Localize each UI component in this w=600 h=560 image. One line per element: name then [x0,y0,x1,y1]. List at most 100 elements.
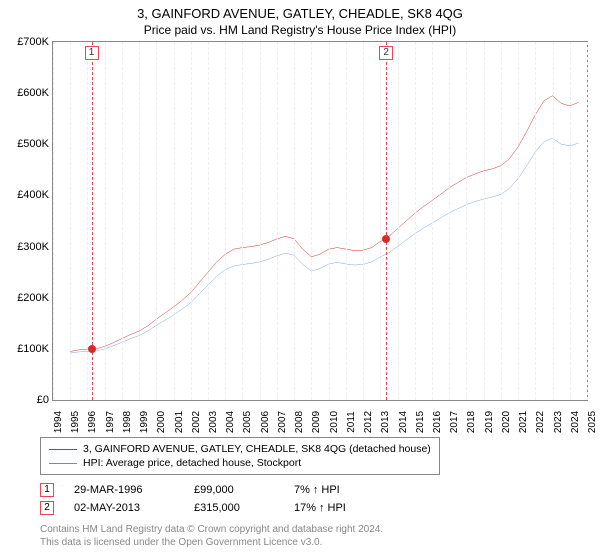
y-tick-label: £600K [17,87,49,99]
y-tick-label: £200K [17,292,49,304]
gridline-v [535,42,536,400]
gridline-v [208,42,209,400]
gridline-v [105,42,106,400]
x-tick-label: 1994 [53,411,64,433]
legend-label: 3, GAINFORD AVENUE, GATLEY, CHEADLE, SK8… [83,443,431,455]
legend-item: 3, GAINFORD AVENUE, GATLEY, CHEADLE, SK8… [49,442,431,456]
gridline-v [398,42,399,400]
x-tick-label: 1999 [139,411,150,433]
x-tick-label: 2014 [398,411,409,433]
x-tick-label: 2013 [380,411,391,433]
gridline-v [156,42,157,400]
marker-dot [88,345,96,353]
gridline-v [449,42,450,400]
gridline-v [191,42,192,400]
gridline-v [501,42,502,400]
series-line [70,96,578,352]
gridline-v [277,42,278,400]
transaction-row: 129-MAR-1996£99,0007%↑HPI [40,481,590,499]
x-tick-label: 2006 [260,411,271,433]
gridline-v [122,42,123,400]
transaction-hpi: 7%↑HPI [294,484,340,496]
x-tick-label: 2019 [484,411,495,433]
transaction-hpi-label: HPI [328,502,346,514]
marker-number-box: 1 [85,46,99,60]
gridline-v [174,42,175,400]
footer-attribution: Contains HM Land Registry data © Crown c… [40,523,590,549]
line-series-svg [53,42,587,400]
transaction-hpi-label: HPI [321,484,339,496]
gridline-v [415,42,416,400]
y-tick-label: £0 [37,394,49,406]
x-tick-label: 2003 [208,411,219,433]
legend-box: 3, GAINFORD AVENUE, GATLEY, CHEADLE, SK8… [40,437,440,475]
x-tick-label: 2015 [415,411,426,433]
gridline-v [570,42,571,400]
chart-subtitle: Price paid vs. HM Land Registry's House … [0,21,600,41]
x-tick-label: 2004 [225,411,236,433]
gridline-v [518,42,519,400]
y-tick-label: £400K [17,189,49,201]
x-tick-label: 2012 [363,411,374,433]
gridline-v [311,42,312,400]
transaction-price: £99,000 [194,484,274,496]
gridline-v [225,42,226,400]
transaction-hpi-pct: 7% [294,484,310,496]
plot-region: 1994199519961997199819992000200120022003… [52,41,588,401]
x-tick-label: 1996 [87,411,98,433]
x-tick-label: 2024 [570,411,581,433]
gridline-v [363,42,364,400]
x-tick-label: 1998 [122,411,133,433]
arrow-up-icon: ↑ [319,502,325,514]
gridline-v [242,42,243,400]
x-tick-label: 2025 [587,411,598,433]
x-tick-label: 2009 [311,411,322,433]
y-tick-label: £500K [17,138,49,150]
x-tick-label: 1997 [105,411,116,433]
x-tick-label: 2001 [174,411,185,433]
marker-number-box: 2 [379,46,393,60]
transaction-hpi: 17%↑HPI [294,502,346,514]
transaction-hpi-pct: 17% [294,502,316,514]
gridline-v [329,42,330,400]
x-tick-label: 2021 [518,411,529,433]
series-line [70,138,578,353]
transaction-price: £315,000 [194,502,274,514]
x-tick-label: 2017 [449,411,460,433]
x-tick-label: 2018 [466,411,477,433]
x-tick-label: 2022 [535,411,546,433]
marker-vertical-line [386,42,387,400]
gridline-v [346,42,347,400]
gridline-v [139,42,140,400]
gridline-v [553,42,554,400]
gridline-v [587,42,588,400]
x-tick-label: 2023 [553,411,564,433]
x-tick-label: 2011 [346,411,357,433]
x-tick-label: 2016 [432,411,443,433]
x-tick-label: 2020 [501,411,512,433]
x-tick-label: 2010 [329,411,340,433]
legend-item: HPI: Average price, detached house, Stoc… [49,456,431,470]
gridline-v [432,42,433,400]
chart-area: 1994199519961997199819992000200120022003… [52,41,588,429]
gridline-v [380,42,381,400]
arrow-up-icon: ↑ [313,484,319,496]
x-tick-label: 1995 [70,411,81,433]
x-tick-label: 2008 [294,411,305,433]
footer-line: Contains HM Land Registry data © Crown c… [40,523,590,536]
x-tick-label: 2000 [156,411,167,433]
y-tick-label: £100K [17,343,49,355]
footer-line: This data is licensed under the Open Gov… [40,536,590,549]
x-tick-label: 2007 [277,411,288,433]
gridline-v [466,42,467,400]
y-tick-label: £300K [17,241,49,253]
x-tick-label: 2002 [191,411,202,433]
transaction-date: 02-MAY-2013 [74,502,174,514]
transaction-marker-box: 1 [40,483,54,497]
gridline-v [70,42,71,400]
gridline-v [260,42,261,400]
transaction-marker-box: 2 [40,501,54,515]
chart-title: 3, GAINFORD AVENUE, GATLEY, CHEADLE, SK8… [0,0,600,21]
gridline-v [53,42,54,400]
transaction-table: 129-MAR-1996£99,0007%↑HPI202-MAY-2013£31… [40,481,590,517]
